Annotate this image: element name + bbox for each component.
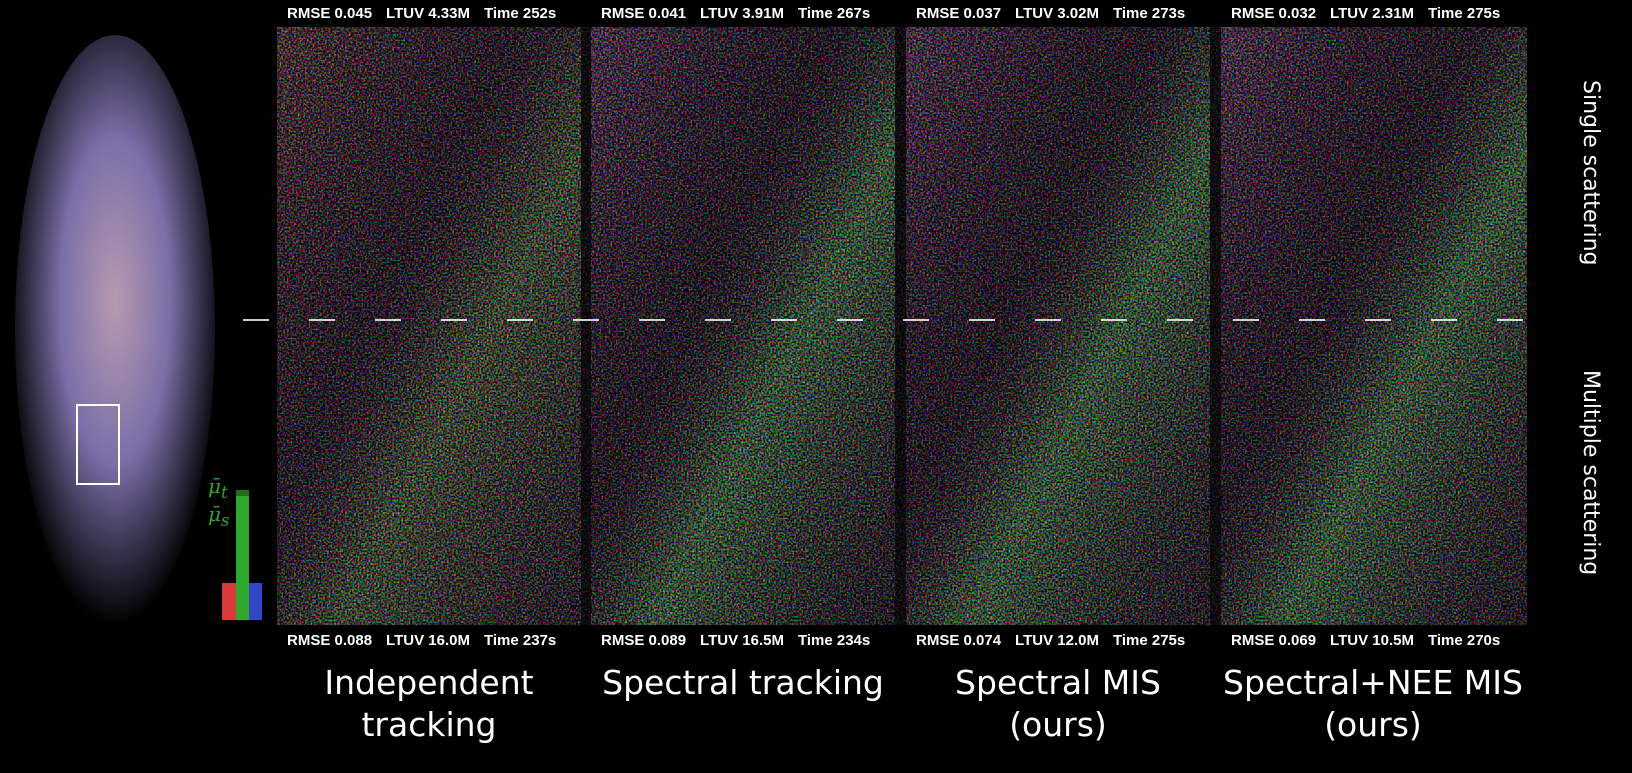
caption-line: tracking — [264, 704, 594, 746]
render — [277, 27, 581, 625]
panel-caption: Spectral tracking — [578, 662, 908, 704]
stats-bottom: RMSE 0.088 LTUV 16.0M Time 237s — [287, 632, 556, 649]
stat: RMSE 0.041 — [601, 5, 686, 22]
caption-line: (ours) — [1208, 704, 1538, 746]
stat: Time 275s — [1428, 5, 1500, 22]
stat: RMSE 0.089 — [601, 632, 686, 649]
stat: LTUV 3.91M — [700, 5, 784, 22]
render — [591, 27, 895, 625]
legend-label: μ̄s — [208, 502, 230, 530]
stat: RMSE 0.032 — [1231, 5, 1316, 22]
stat: Time 273s — [1113, 5, 1185, 22]
caption-line: (ours) — [893, 704, 1223, 746]
smoke-render — [15, 35, 215, 625]
legend-bar — [249, 583, 262, 620]
stat: RMSE 0.088 — [287, 632, 372, 649]
stat: RMSE 0.074 — [916, 632, 1001, 649]
caption-line: Spectral+NEE MIS — [1208, 662, 1538, 704]
stat: Time 275s — [1113, 632, 1185, 649]
stats-bottom: RMSE 0.069 LTUV 10.5M Time 270s — [1231, 632, 1500, 649]
render — [906, 27, 1210, 625]
caption-line: Spectral tracking — [578, 662, 908, 704]
stat: RMSE 0.037 — [916, 5, 1001, 22]
figure: μ̄t μ̄s Single scattering Multiple scatt… — [0, 0, 1632, 773]
row-label: Multiple scattering — [1578, 370, 1603, 575]
stat: RMSE 0.069 — [1231, 632, 1316, 649]
stats-top: RMSE 0.045 LTUV 4.33M Time 252s — [287, 5, 556, 22]
artwork — [0, 0, 1632, 773]
panel-caption: Spectral MIS(ours) — [893, 662, 1223, 746]
stat: RMSE 0.045 — [287, 5, 372, 22]
row-label: Single scattering — [1578, 80, 1603, 266]
legend-bar — [222, 583, 236, 620]
stat: LTUV 16.0M — [386, 632, 470, 649]
caption-line: Spectral MIS — [893, 662, 1223, 704]
stat: LTUV 12.0M — [1015, 632, 1099, 649]
stat: Time 237s — [484, 632, 556, 649]
caption-line: Independent — [264, 662, 594, 704]
legend-bar — [236, 490, 249, 620]
panel-caption: Spectral+NEE MIS(ours) — [1208, 662, 1538, 746]
stat: LTUV 16.5M — [700, 632, 784, 649]
stat: Time 267s — [798, 5, 870, 22]
stat: LTUV 4.33M — [386, 5, 470, 22]
stats-top: RMSE 0.041 LTUV 3.91M Time 267s — [601, 5, 870, 22]
render-panels — [277, 27, 1527, 625]
stat: LTUV 3.02M — [1015, 5, 1099, 22]
render — [1221, 27, 1527, 625]
stat: Time 252s — [484, 5, 556, 22]
stat: Time 234s — [798, 632, 870, 649]
stat: LTUV 2.31M — [1330, 5, 1414, 22]
stats-top: RMSE 0.037 LTUV 3.02M Time 273s — [916, 5, 1185, 22]
legend-label: μ̄t — [208, 474, 228, 502]
stats-bottom: RMSE 0.074 LTUV 12.0M Time 275s — [916, 632, 1185, 649]
stat: Time 270s — [1428, 632, 1500, 649]
stats-bottom: RMSE 0.089 LTUV 16.5M Time 234s — [601, 632, 870, 649]
stats-top: RMSE 0.032 LTUV 2.31M Time 275s — [1231, 5, 1500, 22]
stat: LTUV 10.5M — [1330, 632, 1414, 649]
legend-bar — [236, 490, 249, 496]
